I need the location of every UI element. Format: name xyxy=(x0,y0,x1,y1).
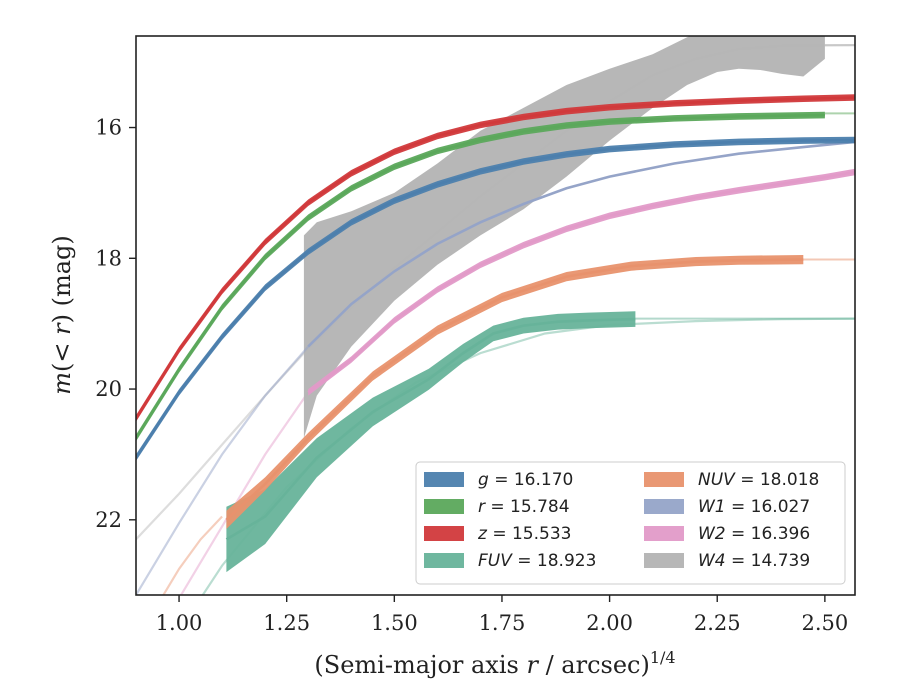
curve-g xyxy=(136,138,855,459)
x-tick-label: 1.25 xyxy=(263,611,310,635)
legend-swatch-w4 xyxy=(644,553,684,568)
y-tick-label: 16 xyxy=(95,116,122,140)
data-layer xyxy=(136,36,855,595)
curve-z xyxy=(136,96,855,420)
curve-nuv xyxy=(225,258,804,521)
faint-curve-w1 xyxy=(136,345,310,595)
legend-swatch-w1 xyxy=(644,499,684,514)
y-tick-label: 22 xyxy=(95,508,122,532)
curve-r xyxy=(136,113,825,439)
legend-swatch-r xyxy=(424,499,464,514)
faint-curve-w2 xyxy=(179,391,310,595)
curve-w1 xyxy=(307,140,855,348)
y-axis-label: m(< r) (mag) xyxy=(48,235,76,395)
y-tick-label: 18 xyxy=(95,246,122,270)
legend: g = 16.170 r = 15.784 z = 15.533 FUV = 18.9… xyxy=(415,461,846,585)
legend-label-z: z = 15.533 xyxy=(477,524,571,544)
legend-swatch-w2 xyxy=(644,526,684,541)
legend-swatch-g xyxy=(424,472,464,487)
x-axis-label: (Semi-major axis r / arcsec)1/4 xyxy=(314,648,675,679)
x-tick-label: 1.50 xyxy=(371,611,418,635)
legend-label-w2: W2 = 16.396 xyxy=(698,524,810,544)
curve-w2 xyxy=(307,170,855,394)
x-tick-label: 2.00 xyxy=(586,611,633,635)
x-tick-label: 1.00 xyxy=(156,611,203,635)
legend-swatch-fuv xyxy=(424,553,464,568)
x-tick-label: 2.50 xyxy=(801,611,848,635)
legend-label-r: r = 15.784 xyxy=(478,497,570,517)
legend-swatch-nuv xyxy=(644,472,684,487)
plot-frame xyxy=(135,35,856,596)
legend-label-nuv: NUV = 18.018 xyxy=(698,470,819,490)
y-tick-label: 20 xyxy=(95,377,122,401)
legend-swatch-z xyxy=(424,526,464,541)
faint-curve-nuv xyxy=(162,515,223,595)
legend-label-w1: W1 = 16.027 xyxy=(698,497,810,517)
legend-label-g: g = 16.170 xyxy=(478,470,573,490)
legend-label-fuv: FUV = 18.923 xyxy=(478,551,596,571)
band-w4 xyxy=(303,36,825,439)
x-tick-label: 1.75 xyxy=(479,611,526,635)
curve-fuv xyxy=(225,317,636,541)
legend-box xyxy=(415,461,846,585)
x-tick-label: 2.25 xyxy=(694,611,741,635)
legend-label-w4: W4 = 14.739 xyxy=(698,551,810,571)
axis-ticks: 1.00 1.25 1.50 1.75 2.00 2.25 2.50 16 18 20 22 xyxy=(95,116,848,635)
